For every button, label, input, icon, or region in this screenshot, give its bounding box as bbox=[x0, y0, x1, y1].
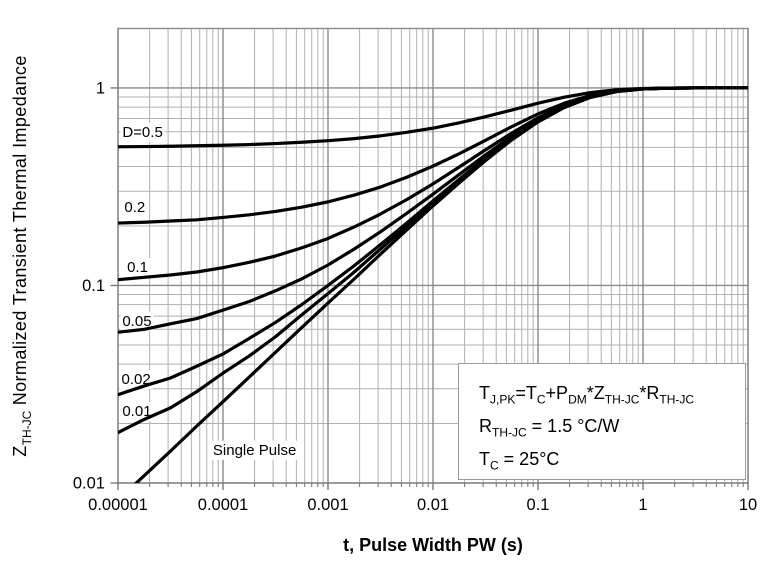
x-tick-label: 0.00001 bbox=[88, 496, 148, 514]
annotation-line-2-subscript-0: TH-JC bbox=[492, 425, 527, 440]
curve-label-bg bbox=[210, 440, 299, 460]
annotation-line-3-subscript-0: C bbox=[490, 458, 499, 473]
x-tick-label: 0.1 bbox=[527, 496, 550, 514]
y-axis-title: ZTH-JC Normalized Transient Thermal Impe… bbox=[10, 55, 34, 457]
annotation-line-1-subscript-1: C bbox=[536, 392, 546, 407]
annotation-box: TJ,PK=TC+PDM*ZTH-JC*RTH-JC RTH-JC = 1.5 °… bbox=[458, 363, 746, 480]
annotation-line-1-subscript-2: DM bbox=[568, 392, 587, 407]
y-tick-label: 0.01 bbox=[73, 475, 105, 493]
x-tick-label: 1 bbox=[638, 496, 647, 514]
curve-label-0-01: 0.01 bbox=[122, 403, 151, 420]
curve-label-0-2: 0.2 bbox=[124, 199, 145, 216]
annotation-line-2-text-0: R bbox=[479, 416, 492, 436]
curve-label-bg bbox=[120, 311, 154, 331]
y-tick-label: 1 bbox=[96, 79, 105, 97]
curve-labels: D=0.5 0.2 0.1 0.05 0.02 0.01 Single Pulse bbox=[119, 122, 299, 460]
y-tick-label: 0.1 bbox=[82, 277, 105, 295]
annotation-line-1-subscript-3: TH-JC bbox=[604, 392, 640, 407]
x-axis-title: t, Pulse Width PW (s) bbox=[343, 535, 523, 555]
curves bbox=[118, 86, 748, 483]
curve-label-0-05: 0.05 bbox=[122, 313, 151, 330]
tick-labels: 0.00001 0.0001 0.001 0.01 0.1 1 10 0.01 0.1 1 bbox=[73, 79, 757, 514]
curve-label-d-0-5: D=0.5 bbox=[122, 124, 162, 141]
annotation-line-3: TC = 25°C bbox=[479, 443, 745, 476]
curve-label-bg bbox=[122, 198, 148, 218]
x-tick-label: 10 bbox=[739, 496, 757, 514]
curve-label-single-pulse: Single Pulse bbox=[213, 442, 296, 459]
annotation-line-1-text-3: *Z bbox=[586, 383, 605, 403]
annotation-line-1-text-4: *R bbox=[639, 383, 660, 403]
annotation-line-1-text-0: T bbox=[479, 383, 490, 403]
annotation-line-3-text-0: T bbox=[479, 449, 490, 469]
annotation-line-1-text-2: +P bbox=[545, 383, 569, 403]
x-tick-label: 0.01 bbox=[417, 496, 449, 514]
annotation-line-2: RTH-JC = 1.5 °C/W bbox=[479, 410, 745, 443]
curve-label-bg bbox=[120, 122, 165, 142]
x-tick-label: 0.0001 bbox=[198, 496, 248, 514]
curve-label-bg bbox=[120, 402, 154, 422]
annotation-line-1-text-1: =T bbox=[515, 383, 537, 403]
y-axis-title-text-0: Z bbox=[10, 445, 31, 457]
y-axis-title-text-1: Normalized Transient Thermal Impedance bbox=[10, 55, 31, 411]
curve-single-pulse bbox=[133, 86, 748, 483]
curve-label-0-02: 0.02 bbox=[122, 371, 151, 388]
curve-label-0-1: 0.1 bbox=[127, 259, 148, 276]
annotation-line-1: TJ,PK=TC+PDM*ZTH-JC*RTH-JC bbox=[479, 377, 745, 410]
annotation-line-2-text-1: = 1.5 °C/W bbox=[526, 416, 620, 436]
axis-ticks bbox=[110, 87, 749, 490]
annotation-line-1-subscript-4: TH-JC bbox=[659, 392, 695, 407]
annotation-line-3-text-1: = 25°C bbox=[498, 449, 560, 469]
annotation-line-1-subscript-0: J,PK bbox=[490, 392, 516, 407]
x-tick-label: 0.001 bbox=[307, 496, 348, 514]
y-axis-title-subscript-0: TH-JC bbox=[19, 410, 34, 446]
curve-label-bg bbox=[125, 258, 150, 278]
